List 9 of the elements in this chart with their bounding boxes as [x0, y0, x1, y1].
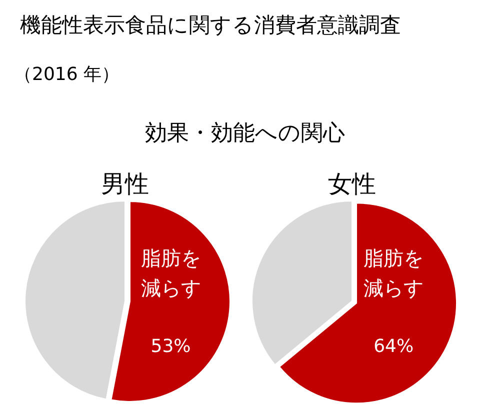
- data-label: 53%: [150, 336, 191, 357]
- text: 機能性表示食品に関する消費者意識調査: [20, 13, 401, 37]
- text: 効果・効能への関心: [145, 121, 345, 146]
- chart-title: 男性: [101, 170, 149, 198]
- slice-label: 脂肪を減らす: [140, 246, 201, 300]
- slice-label: 脂肪を減らす: [364, 246, 424, 300]
- text: （2016 年）: [14, 64, 120, 85]
- data-label: 64%: [374, 336, 414, 357]
- chart-title: 女性: [328, 170, 376, 198]
